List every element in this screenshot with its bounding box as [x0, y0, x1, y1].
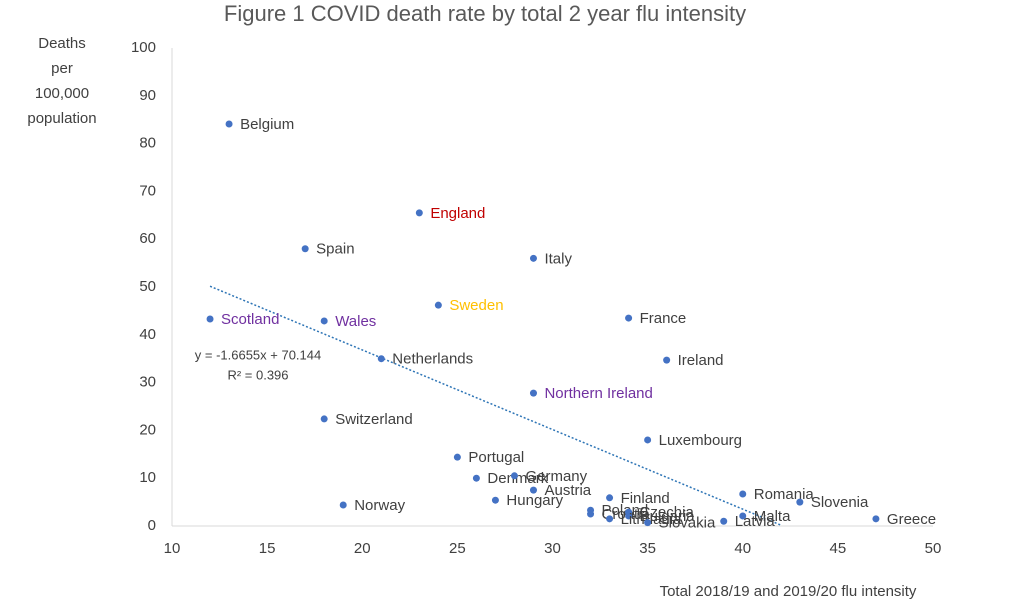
- point-label: Latvia: [735, 513, 776, 530]
- point: [320, 317, 328, 325]
- point-label: Norway: [354, 497, 405, 514]
- x-tick-label: 40: [734, 540, 751, 557]
- point: [339, 501, 347, 509]
- point-label: Italy: [544, 250, 572, 267]
- chart-title: Figure 1 COVID death rate by total 2 yea…: [224, 1, 746, 26]
- y-axis-label: per: [51, 60, 73, 77]
- trendline: [209, 285, 782, 526]
- x-tick-label: 20: [354, 540, 371, 557]
- y-axis-label: population: [27, 110, 96, 127]
- y-tick-label: 50: [139, 278, 156, 295]
- point-label: Slovenia: [811, 494, 869, 511]
- point: [472, 474, 480, 482]
- point: [587, 510, 595, 518]
- point: [644, 436, 652, 444]
- y-tick-label: 40: [139, 326, 156, 343]
- y-tick-label: 90: [139, 87, 156, 104]
- y-axis-label: 100,000: [35, 85, 89, 102]
- point: [434, 301, 442, 309]
- point-label: Sweden: [449, 297, 503, 314]
- y-tick-label: 30: [139, 374, 156, 391]
- y-tick-label: 100: [131, 39, 156, 56]
- point-label: Romania: [754, 486, 815, 503]
- y-axis-label: Deaths: [38, 35, 86, 52]
- point-label: Denmark: [487, 470, 548, 487]
- point: [301, 245, 309, 253]
- point-label: Scotland: [221, 311, 279, 328]
- point: [625, 512, 633, 520]
- point: [606, 515, 614, 523]
- point-label: Greece: [887, 511, 936, 528]
- point-label: Switzerland: [335, 411, 413, 428]
- point: [491, 496, 499, 504]
- y-tick-label: 80: [139, 135, 156, 152]
- y-tick-label: 70: [139, 182, 156, 199]
- point: [625, 314, 633, 322]
- point: [415, 209, 423, 217]
- point: [529, 486, 537, 494]
- x-tick-label: 15: [259, 540, 276, 557]
- x-tick-label: 10: [164, 540, 181, 557]
- point-label: Ireland: [678, 352, 724, 369]
- y-tick-label: 60: [139, 230, 156, 247]
- point: [206, 315, 214, 323]
- point: [453, 453, 461, 461]
- point: [663, 356, 671, 364]
- point-label: France: [640, 310, 687, 327]
- point-label: Hungary: [506, 492, 563, 509]
- point: [720, 517, 728, 525]
- point: [529, 389, 537, 397]
- x-tick-label: 35: [639, 540, 656, 557]
- point: [796, 498, 804, 506]
- trendline-r2: R² = 0.396: [227, 367, 288, 382]
- point-label: Germany: [525, 468, 587, 485]
- point-label: Luxembourg: [659, 432, 742, 449]
- point: [739, 512, 747, 520]
- point-label: Finland: [621, 490, 670, 507]
- point-label: England: [430, 205, 485, 222]
- x-tick-label: 30: [544, 540, 561, 557]
- point: [739, 490, 747, 498]
- point: [510, 472, 518, 480]
- point: [644, 519, 652, 527]
- point: [225, 120, 233, 128]
- point-label: Slovakia: [659, 515, 716, 532]
- point-label: Wales: [335, 313, 376, 330]
- y-tick-label: 10: [139, 469, 156, 486]
- point-label: Lithuania: [621, 511, 683, 528]
- point-label: Northern Ireland: [544, 385, 652, 402]
- point-label: Austria: [544, 482, 591, 499]
- point-label: Poland: [602, 502, 649, 519]
- x-tick-label: 25: [449, 540, 466, 557]
- y-tick-label: 0: [148, 517, 156, 534]
- trendline-equation: y = -1.6655x + 70.144: [195, 347, 321, 362]
- point: [872, 515, 880, 523]
- point: [529, 254, 537, 262]
- x-tick-label: 45: [830, 540, 847, 557]
- point-label: Netherlands: [392, 351, 473, 368]
- point-label: Portugal: [468, 449, 524, 466]
- point-label: Bulgaria: [640, 508, 696, 525]
- point-label: Czechia: [640, 504, 695, 521]
- point: [377, 355, 385, 363]
- point-label: Malta: [754, 508, 791, 525]
- x-axis-label: Total 2018/19 and 2019/20 flu intensity: [660, 583, 917, 600]
- point-label: Belgium: [240, 116, 294, 133]
- y-tick-label: 20: [139, 421, 156, 438]
- point: [606, 494, 614, 502]
- x-tick-label: 50: [925, 540, 942, 557]
- point: [320, 415, 328, 423]
- point-label: Spain: [316, 241, 354, 258]
